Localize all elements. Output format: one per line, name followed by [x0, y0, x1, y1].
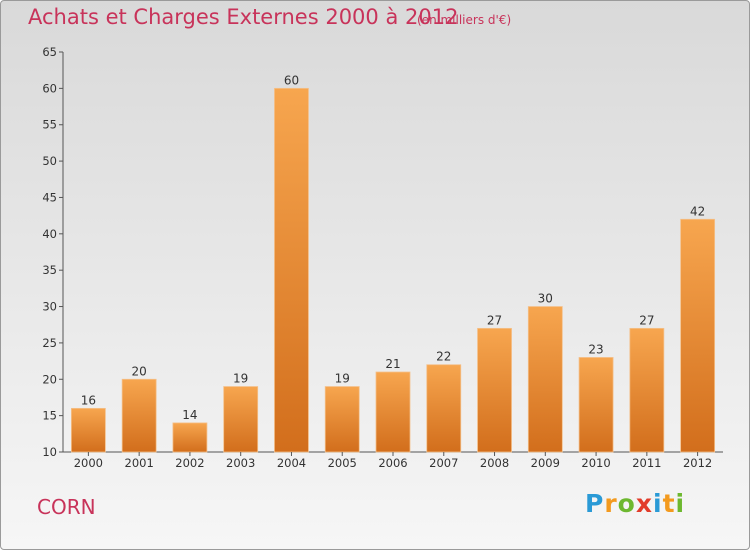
chart-title: Achats et Charges Externes 2000 à 2012: [28, 5, 459, 29]
x-tick-label: 2002: [175, 456, 204, 470]
data-label: 16: [81, 393, 96, 407]
logo-letter: i: [675, 489, 686, 518]
bar: [578, 357, 614, 453]
proxiti-logo: Proxiti: [585, 489, 685, 518]
y-tick-label: 50: [42, 154, 57, 168]
y-tick-label: 30: [42, 300, 57, 314]
data-label: 23: [588, 342, 603, 356]
y-tick-label: 20: [42, 372, 57, 386]
y-tick-label: 40: [42, 227, 57, 241]
x-tick-label: 2004: [277, 456, 306, 470]
y-tick-label: 60: [42, 81, 57, 95]
data-label: 22: [436, 350, 451, 364]
x-tick-label: 2001: [125, 456, 154, 470]
bar: [70, 407, 106, 453]
y-tick-label: 45: [42, 190, 57, 204]
bar: [324, 386, 360, 453]
x-tick-label: 2005: [328, 456, 357, 470]
x-tick-label: 2009: [531, 456, 560, 470]
data-label: 60: [284, 73, 299, 87]
y-tick-label: 10: [42, 445, 57, 459]
data-label: 27: [639, 313, 654, 327]
y-tick-label: 65: [42, 45, 57, 59]
x-tick-label: 2010: [581, 456, 610, 470]
data-label: 20: [132, 364, 147, 378]
data-label: 42: [690, 204, 705, 218]
y-tick-label: 25: [42, 336, 57, 350]
y-tick-label: 15: [42, 409, 57, 423]
bar: [527, 306, 563, 453]
x-tick-label: 2007: [429, 456, 458, 470]
y-tick-label: 35: [42, 263, 57, 277]
logo-letter: r: [604, 489, 618, 518]
x-tick-label: 2003: [226, 456, 255, 470]
bar: [477, 327, 512, 453]
x-tick-label: 2011: [632, 456, 661, 470]
data-label: 21: [385, 357, 400, 371]
x-tick-label: 2000: [74, 456, 103, 470]
bar: [375, 371, 411, 453]
bar: [172, 422, 208, 453]
x-tick-label: 2006: [378, 456, 407, 470]
x-tick-label: 2012: [683, 456, 712, 470]
data-label: 27: [487, 313, 502, 327]
commune-name: CORN: [37, 495, 96, 519]
bar: [680, 218, 716, 453]
data-label: 30: [538, 292, 553, 306]
x-tick-label: 2008: [480, 456, 509, 470]
data-label: 19: [233, 372, 248, 386]
logo-letter: x: [635, 489, 653, 518]
y-tick-label: 55: [42, 118, 57, 132]
bar: [629, 327, 665, 453]
logo-letter: i: [653, 489, 663, 518]
logo-letter: t: [662, 489, 676, 518]
logo-letter: o: [617, 489, 636, 518]
bar: [426, 364, 462, 453]
data-label: 19: [335, 372, 350, 386]
chart-subtitle: (en milliers d'€): [417, 13, 512, 27]
bar: [274, 87, 309, 453]
bar: [121, 378, 157, 453]
logo-letter: P: [585, 489, 605, 518]
bar: [223, 386, 259, 453]
data-label: 14: [182, 408, 197, 422]
